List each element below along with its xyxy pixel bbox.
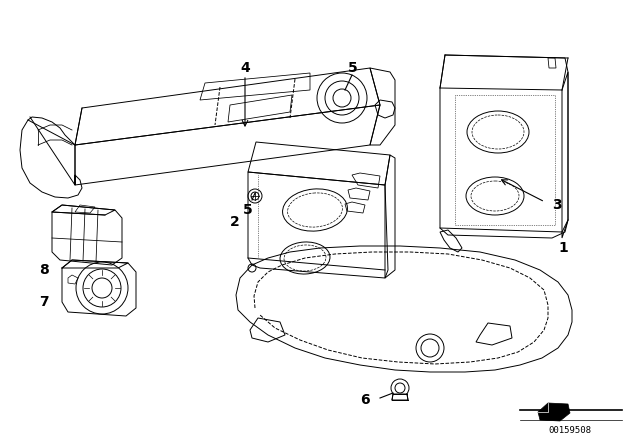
Text: 8: 8 — [39, 263, 49, 277]
Polygon shape — [538, 403, 570, 421]
Text: 00159508: 00159508 — [548, 426, 591, 435]
Text: 5: 5 — [243, 203, 253, 217]
Text: 5: 5 — [348, 61, 358, 75]
Text: 2: 2 — [230, 215, 240, 229]
Text: 4: 4 — [240, 61, 250, 75]
Text: 7: 7 — [39, 295, 49, 309]
Polygon shape — [392, 394, 408, 400]
Text: 1: 1 — [558, 241, 568, 255]
Text: 6: 6 — [360, 393, 370, 407]
Text: 3: 3 — [552, 198, 562, 212]
